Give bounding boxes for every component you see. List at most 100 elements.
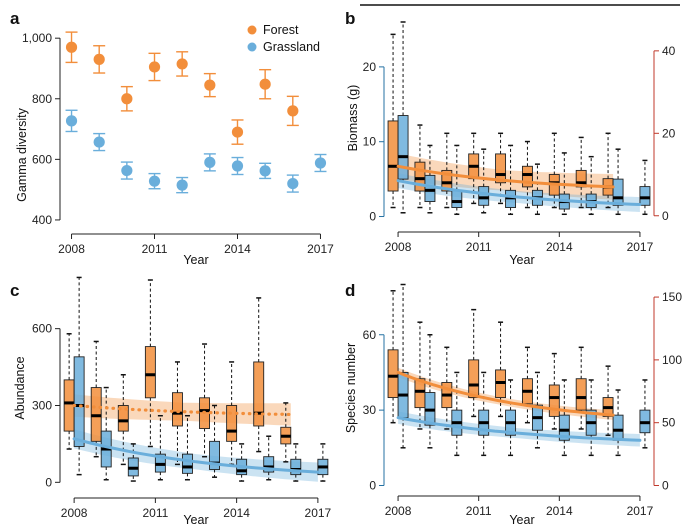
forest-box [441,169,453,192]
forest-box [575,378,587,411]
y-tick-label: 600 [32,322,52,336]
panel-a-axes: 2008 2011 2014 2017 400 600 800 1,000 [22,31,334,256]
grassland-trend-line [72,437,320,474]
y-right-tick-label: 20 [662,126,676,140]
grassland-box [209,440,220,470]
y-tick-label: 400 [32,213,52,227]
y-tick-label: 600 [32,152,52,166]
x-tick-label: 2017 [307,242,334,256]
y-right-tick-label: 0 [662,209,669,223]
forest-trend-line [396,370,615,417]
legend-swatch-grassland [247,42,257,52]
y-tick-label: 0 [369,478,376,492]
forest-box [495,153,507,184]
forest-box [172,392,183,427]
legend-label-grassland: Grassland [263,40,320,54]
x-tick-label: 2014 [546,240,573,254]
panel-b-xlabel: Year [509,253,534,267]
forest-box [253,361,265,427]
x-tick-label: 2017 [305,506,332,520]
x-tick-label: 2014 [546,504,573,518]
grassland-trend-line [396,416,642,442]
y-tick-label: 0 [45,475,52,489]
grassland-box [612,178,624,206]
grassland-box [73,356,85,447]
panel-c-letter: c [10,281,19,300]
grassland-point [148,175,161,187]
y-tick-label: 300 [32,398,52,412]
x-tick-label: 2008 [58,242,85,256]
x-tick-label: 2008 [385,504,412,518]
x-tick-label: 2017 [627,504,654,518]
x-tick-label: 2011 [466,504,492,518]
forest-point [93,53,105,65]
grassland-box [478,186,490,206]
panel-b-ylabel: Biomass (g) [346,85,360,152]
panel-d-letter: d [345,281,355,300]
x-tick-label: 2017 [627,240,654,254]
grassland-box [639,186,651,206]
forest-box [548,384,560,417]
legend-swatch-forest [247,25,257,35]
forest-box [117,405,129,432]
panel-d-axes: 2008 2011 2014 2017 0 30 60 0 50 100 150 [363,290,683,518]
panel-b: b 2008 2011 2014 2017 0 10 20 0 20 40 Biomass (g)… [345,9,676,267]
y-tick-label: 1,000 [22,31,52,45]
grassland-point [314,157,327,169]
grassland-point [287,177,299,190]
grassland-trend-line [396,179,642,206]
grassland-box [182,453,193,474]
panel-d: d 2008 2011 2014 2017 0 30 60 0 50 100 150 Species… [344,281,682,527]
grassland-point [259,165,271,177]
panel-c-plot [63,276,329,482]
panel-d-plot [387,283,651,457]
grassland-box [558,414,570,441]
grassland-box [424,174,436,203]
panel-c-xlabel: Year [183,513,208,527]
y-right-tick-label: 150 [662,290,682,304]
grassland-point [121,164,133,177]
y-tick-label: 800 [32,92,52,106]
forest-point [176,58,188,70]
legend-label-forest: Forest [263,23,299,37]
y-tick-label: 20 [363,60,377,74]
panel-a-plot [65,31,327,194]
forest-point [259,78,271,90]
x-tick-label: 2008 [385,240,412,254]
panel-d-ylabel: Species number [344,343,358,433]
panel-b-axes: 2008 2011 2014 2017 0 10 20 0 20 40 [363,44,676,254]
y-tick-label: 0 [369,210,376,224]
grassland-point [204,156,216,168]
grassland-box [451,189,463,208]
grassland-box [263,456,275,473]
panel-c-ylabel: Abundance [13,356,27,419]
y-tick-label: 30 [363,403,377,417]
x-tick-label: 2011 [466,240,492,254]
panel-a-ylabel: Gamma diversity [15,107,29,202]
panel-b-letter: b [345,9,355,28]
y-right-tick-label: 100 [662,353,682,367]
y-tick-label: 60 [363,328,377,342]
panel-c-axes: 2008 2011 2014 2017 0 300 600 [32,322,332,520]
grassland-point [231,160,244,172]
panel-c: c 2008 2011 2014 2017 0 300 600 Abundance Year [10,276,332,527]
panel-a: a 2008 2011 2014 2017 400 600 800 1,000 Forest … [10,9,334,267]
panel-a-legend: Forest Grassland [247,23,320,54]
grassland-point [176,179,188,191]
x-tick-label: 2014 [224,242,251,256]
forest-box [226,405,238,442]
y-right-tick-label: 40 [662,44,676,58]
panel-a-letter: a [10,9,20,28]
forest-box [144,346,156,399]
forest-box [468,359,480,399]
forest-point [148,61,161,73]
y-right-tick-label: 0 [662,478,669,492]
x-tick-label: 2008 [61,506,88,520]
x-tick-label: 2011 [142,242,168,256]
grassland-box [397,115,409,180]
x-tick-label: 2011 [142,506,168,520]
grassland-box [290,458,302,476]
grassland-point [65,115,78,127]
panel-d-xlabel: Year [509,513,534,527]
